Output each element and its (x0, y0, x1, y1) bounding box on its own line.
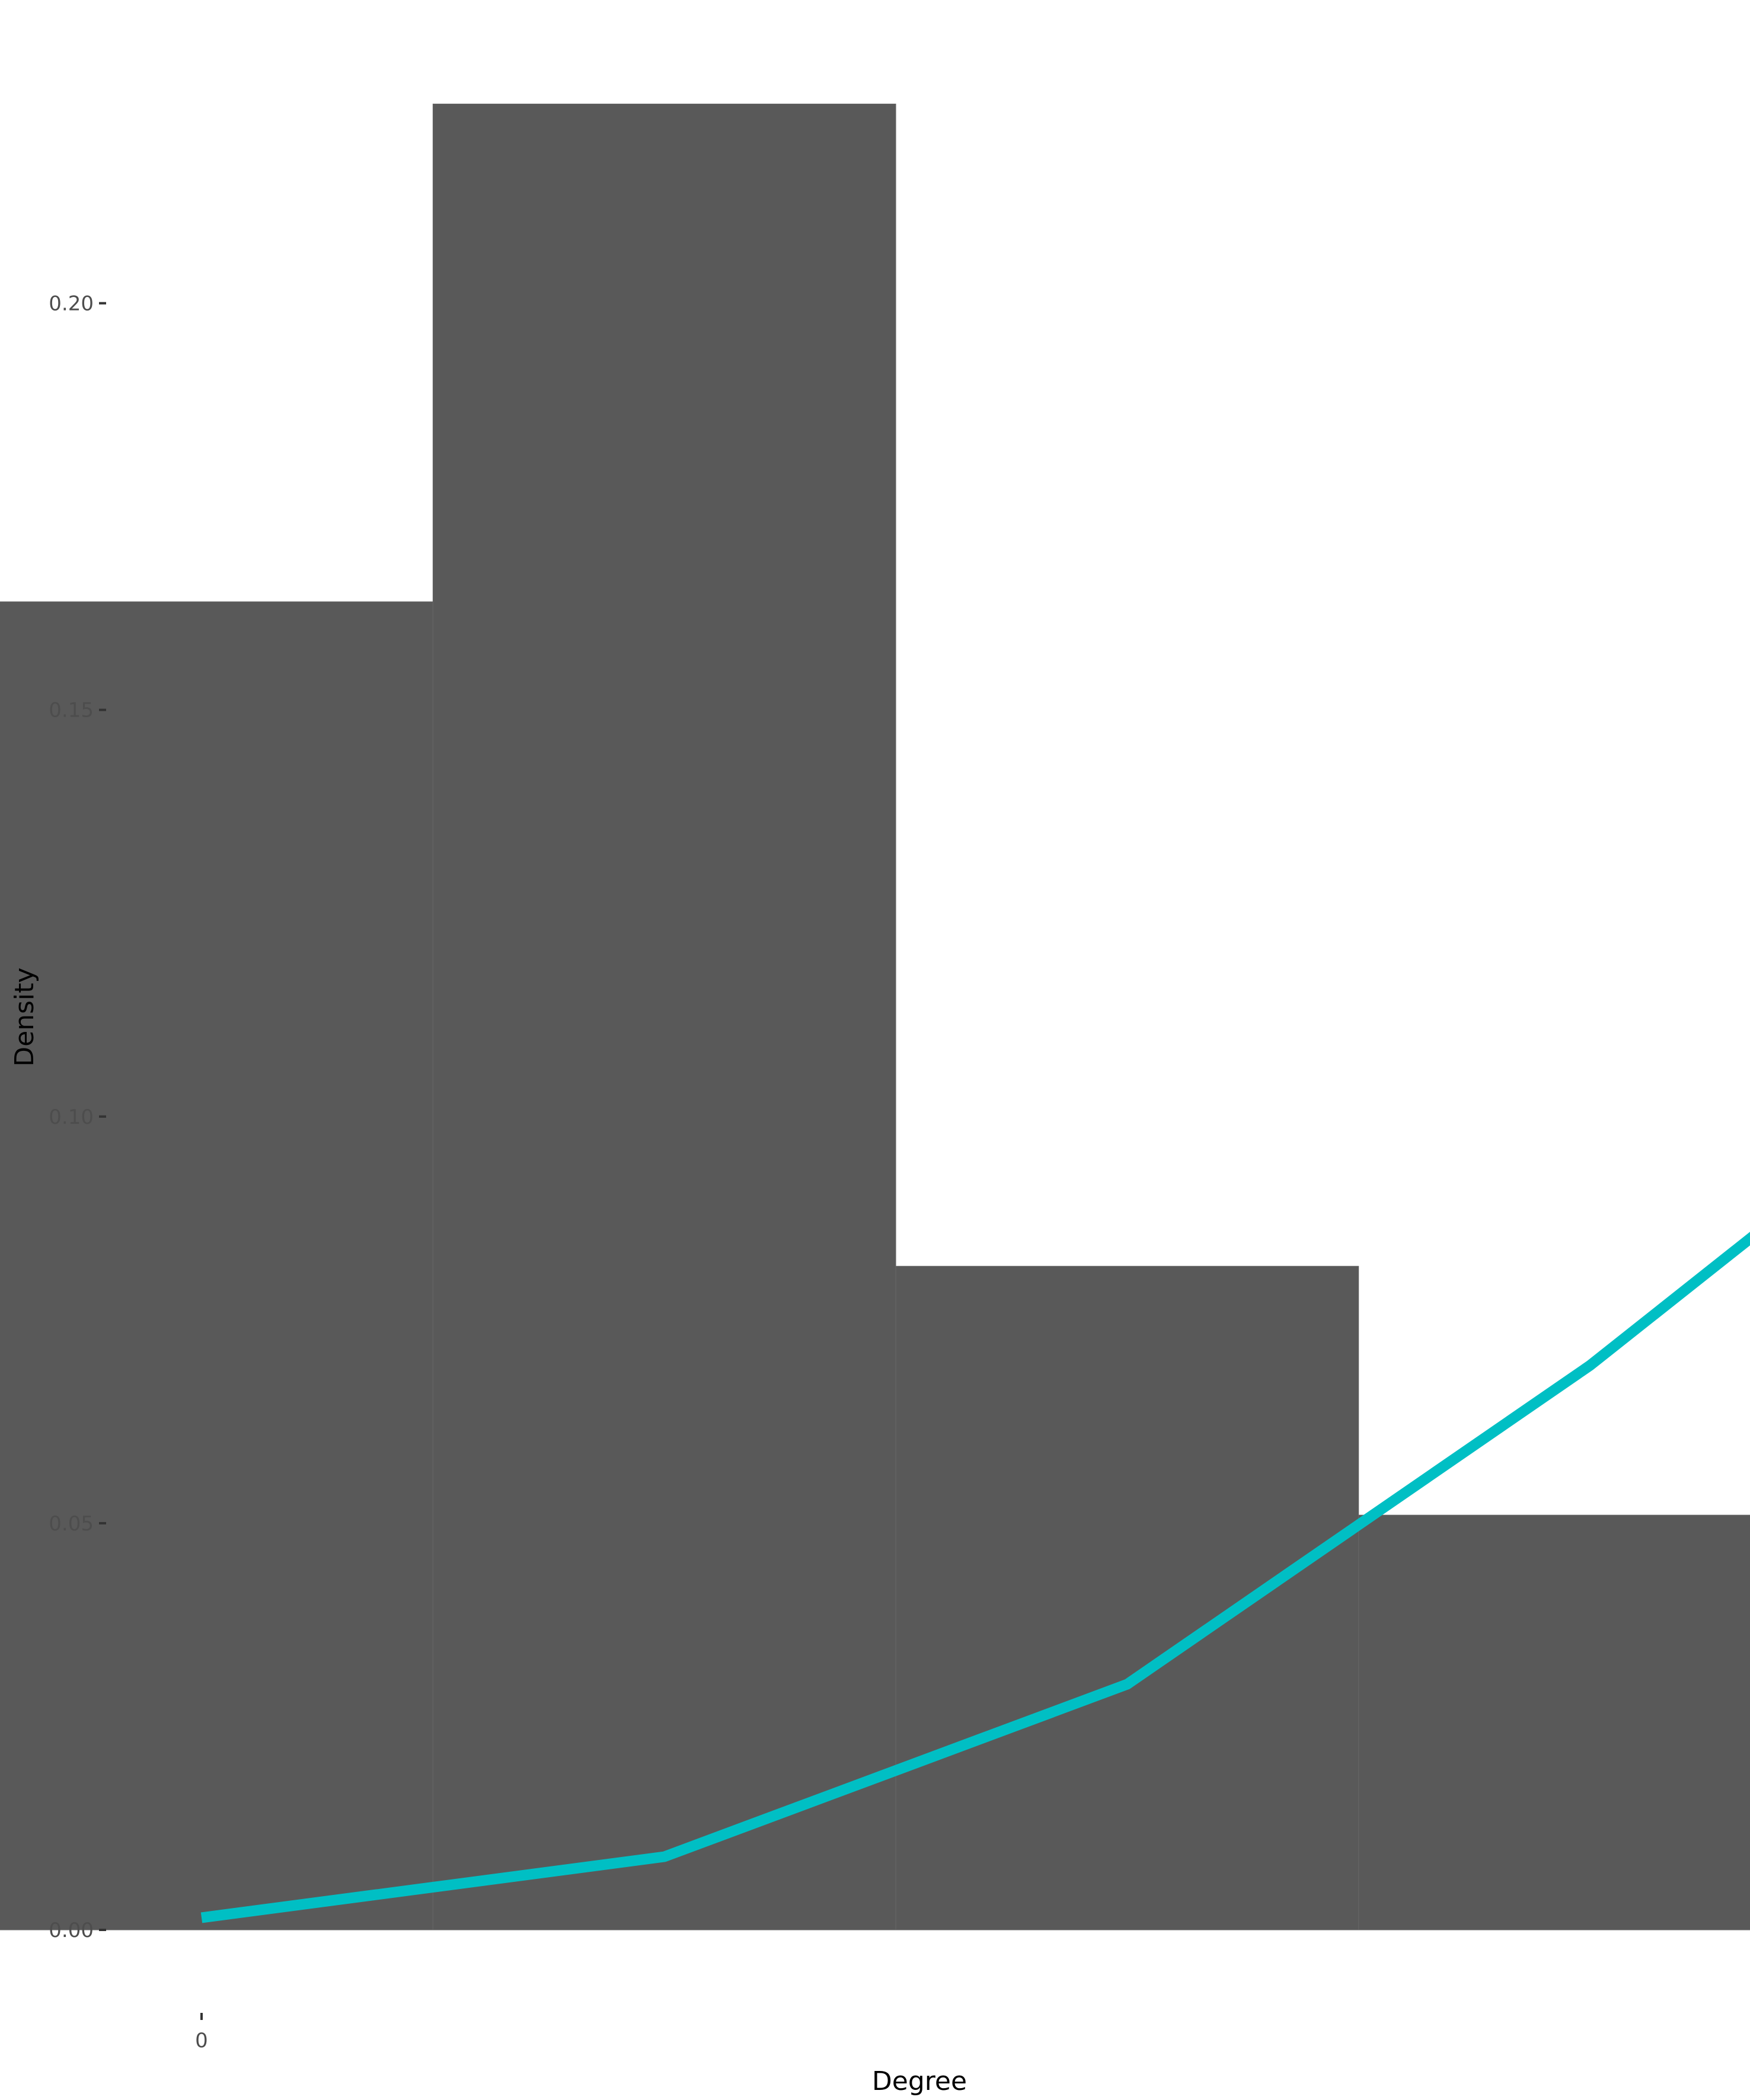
y-tick-label: 0.15 (49, 699, 94, 723)
y-tick-label: 0.10 (49, 1105, 94, 1129)
y-tick-label: 0.05 (49, 1512, 94, 1536)
histogram-bar (895, 1265, 1359, 1930)
histogram-bar (432, 103, 896, 1930)
x-axis-title: Degree (872, 2066, 967, 2096)
y-axis-title: Density (9, 967, 40, 1066)
y-tick-label: 0.00 (49, 1919, 94, 1942)
x-tick-label: 0 (195, 2029, 208, 2053)
y-tick-label: 0.20 (49, 292, 94, 316)
x-axis: 0102030 (195, 2013, 208, 2053)
y-axis: 0.00 0.05 0.10 0.15 0.20 (49, 292, 106, 1942)
histogram-bars (0, 103, 1750, 1930)
histogram-bar (0, 601, 433, 1930)
histogram-bar (1358, 1514, 1750, 1930)
